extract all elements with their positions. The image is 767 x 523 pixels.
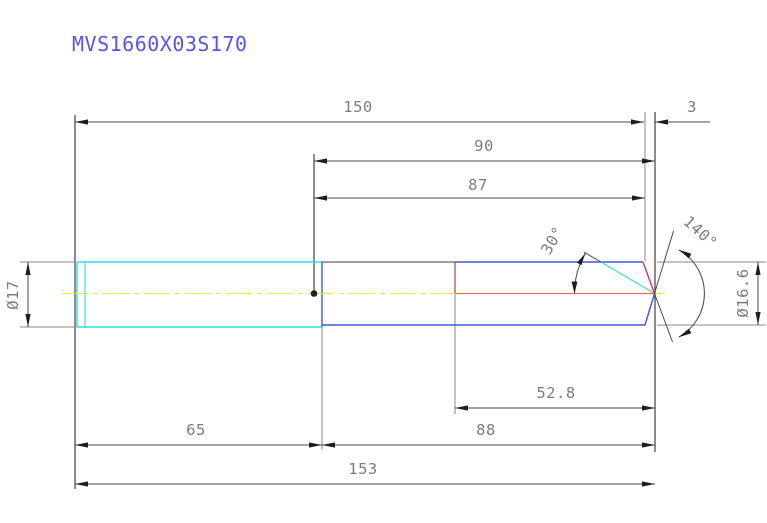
dim-dia166-arrow-top [755,262,761,275]
dim-65-text: 65 [186,421,206,439]
drawing-title: MVS1660X03S170 [72,32,248,56]
dim-angle30: 30° [538,223,602,294]
dim-angle30-text: 30° [538,223,568,258]
dim-65: 65 [75,421,322,448]
dim-dia166: Ø16.6 [734,262,761,325]
dim-angle30-arrow-bottom [571,281,578,294]
dim-150: 150 [75,98,644,125]
dim-87-text: 87 [468,176,488,194]
dim-88-text: 88 [476,421,496,439]
dim-angle140-lower-leg [654,293,673,343]
dim-angle140-arc [678,249,705,338]
dim-3: 3 [655,98,710,125]
dim-153-text: 153 [348,460,378,478]
dim-87-arrow-right [632,195,645,201]
dim-angle140: 140° [654,212,721,343]
dim-90-arrow-left [314,158,327,164]
dim-88: 88 [322,421,655,448]
dim-angle30-arrow-top [577,253,586,266]
dim-65-arrow-left [75,442,88,448]
dim-153-arrow-left [75,481,88,487]
dim-dia17-text: Ø17 [4,280,22,310]
dim-angle140-arrow-top [678,249,692,259]
dim-88-arrow-right [642,442,655,448]
dim-150-arrow-right [631,119,644,125]
dim-90-arrow-right [642,158,655,164]
dim-87: 87 [314,176,645,201]
dim-65-arrow-right [309,442,322,448]
dim-angle140-upper-leg [654,230,674,294]
dim-dia166-text: Ø16.6 [734,268,752,317]
dim-153: 153 [75,460,655,487]
dim-52-8: 52.8 [455,384,655,411]
point-lower-flank [644,293,656,326]
dim-52-8-arrow-right [642,405,655,411]
dim-angle140-arrow-bottom [678,328,692,338]
tool-body [62,261,665,328]
dim-dia17-arrow-bottom [25,314,31,327]
chisel-edge-line [600,261,655,294]
extension-lines [20,112,766,489]
dim-90-text: 90 [474,137,494,155]
dim-dia166-arrow-bottom [755,312,761,325]
dim-angle30-ext [583,251,602,263]
dim-52-8-arrow-left [455,405,468,411]
dim-90: 90 [314,137,655,164]
dim-150-text: 150 [343,98,373,116]
dim-3-text: 3 [687,98,697,116]
dim-dia17-arrow-top [25,262,31,275]
dim-88-arrow-left [322,442,335,448]
dim-3-arrow [655,119,668,125]
reference-point-dot [310,290,318,297]
dim-dia17: Ø17 [4,262,31,327]
dim-153-arrow-right [642,481,655,487]
dim-87-arrow-left [314,195,327,201]
dim-angle140-text: 140° [680,212,721,252]
dim-150-arrow-left [75,119,88,125]
dim-52-8-text: 52.8 [536,384,575,402]
point-upper-flank [642,261,656,294]
